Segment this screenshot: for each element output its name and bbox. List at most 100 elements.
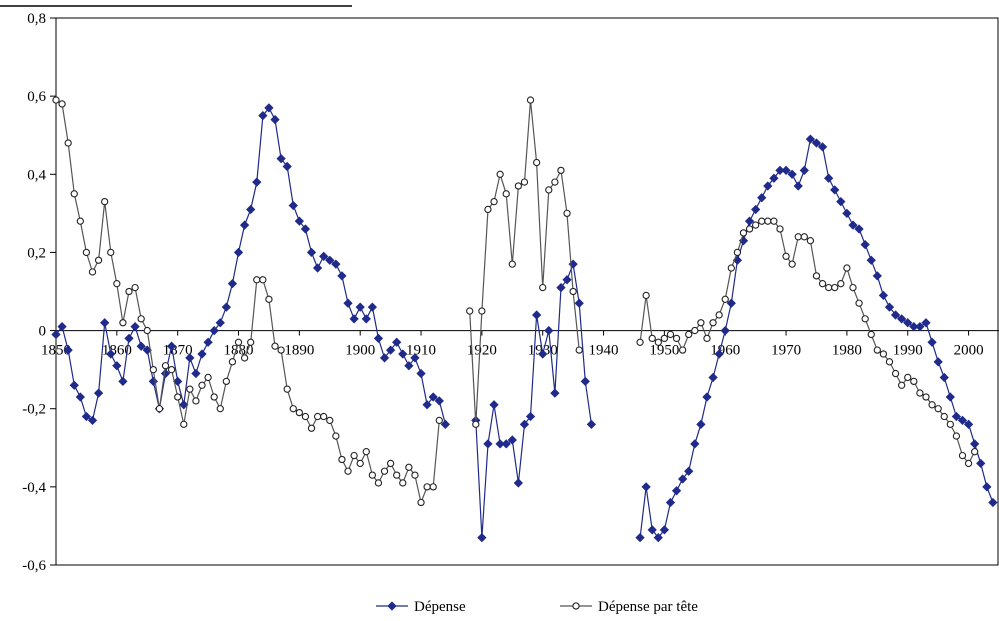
data-point — [933, 357, 943, 367]
data-point — [313, 412, 322, 421]
data-point — [307, 424, 316, 432]
data-point — [422, 400, 432, 410]
data-point — [988, 497, 998, 508]
data-point — [653, 533, 663, 543]
data-point — [770, 217, 778, 225]
data-point — [563, 209, 571, 218]
data-point — [404, 361, 414, 371]
data-point — [63, 345, 73, 355]
data-point — [684, 466, 694, 476]
data-point — [879, 350, 888, 358]
data-point — [910, 377, 918, 386]
data-point — [793, 181, 803, 191]
data-point — [514, 182, 523, 190]
data-point — [148, 376, 158, 386]
data-point — [289, 405, 297, 413]
data-point — [971, 448, 979, 456]
data-point — [222, 377, 230, 386]
data-point — [976, 458, 986, 469]
data-point — [466, 307, 474, 315]
data-point — [520, 178, 529, 186]
data-point — [940, 412, 948, 421]
data-point — [489, 400, 499, 410]
y-tick-label: 0,8 — [27, 11, 46, 27]
data-point — [697, 319, 705, 327]
data-point — [136, 341, 146, 351]
data-point — [276, 154, 286, 164]
data-point — [277, 346, 285, 354]
data-point — [69, 380, 79, 390]
data-point — [636, 338, 644, 346]
data-point — [720, 325, 730, 336]
data-point — [842, 208, 852, 218]
data-point — [513, 478, 523, 488]
data-point — [130, 322, 140, 332]
data-point — [332, 432, 340, 440]
data-point — [654, 338, 662, 346]
data-point — [325, 255, 335, 265]
data-point — [580, 376, 590, 386]
data-point — [294, 216, 304, 226]
data-point — [758, 217, 766, 225]
data-point — [477, 533, 487, 543]
data-point — [392, 337, 402, 347]
data-point — [556, 282, 566, 293]
data-point — [715, 311, 723, 319]
data-point — [557, 166, 565, 175]
data-point — [380, 467, 389, 475]
x-tick-label: 1940 — [589, 343, 619, 359]
data-point — [174, 393, 182, 401]
data-point — [57, 322, 67, 332]
data-point — [379, 353, 390, 363]
data-point — [945, 392, 955, 402]
data-point — [58, 100, 66, 108]
data-point — [781, 165, 791, 176]
data-point — [934, 405, 942, 413]
data-point — [472, 420, 480, 428]
data-point — [825, 283, 833, 292]
data-point — [708, 372, 718, 383]
data-point — [495, 439, 505, 449]
data-point — [271, 342, 279, 350]
data-point — [526, 96, 535, 104]
data-point — [282, 161, 292, 172]
data-point — [898, 381, 906, 389]
data-point — [131, 283, 139, 292]
data-point — [155, 405, 164, 413]
data-point — [312, 263, 323, 273]
data-point — [982, 482, 992, 492]
data-point — [228, 358, 237, 366]
data-point — [186, 385, 194, 393]
data-point — [721, 295, 729, 303]
data-point — [399, 479, 407, 487]
data-point — [951, 411, 962, 422]
data-point — [393, 471, 401, 479]
data-point — [922, 393, 930, 401]
data-point — [776, 225, 784, 233]
data-point — [648, 334, 656, 343]
series-line — [639, 138, 994, 539]
data-point — [239, 220, 250, 230]
data-point — [641, 482, 651, 492]
data-point — [764, 217, 772, 225]
data-point — [763, 181, 773, 191]
data-point — [143, 326, 151, 335]
data-point — [787, 169, 797, 179]
series-depense — [51, 103, 998, 543]
data-point — [191, 368, 201, 379]
data-point — [861, 315, 869, 323]
data-point — [860, 239, 870, 250]
data-point — [890, 310, 901, 320]
data-point — [508, 260, 516, 268]
data-point — [429, 483, 437, 491]
legend: Dépense Dépense par tête — [376, 599, 698, 615]
data-point — [233, 247, 244, 258]
legend-item-depense: Dépense — [376, 599, 466, 615]
data-point — [574, 298, 584, 308]
data-point — [782, 252, 790, 260]
data-point — [490, 197, 498, 206]
data-point — [180, 420, 188, 428]
y-tick-label: 0,2 — [27, 245, 46, 261]
data-point — [957, 415, 968, 426]
data-point — [788, 260, 796, 268]
